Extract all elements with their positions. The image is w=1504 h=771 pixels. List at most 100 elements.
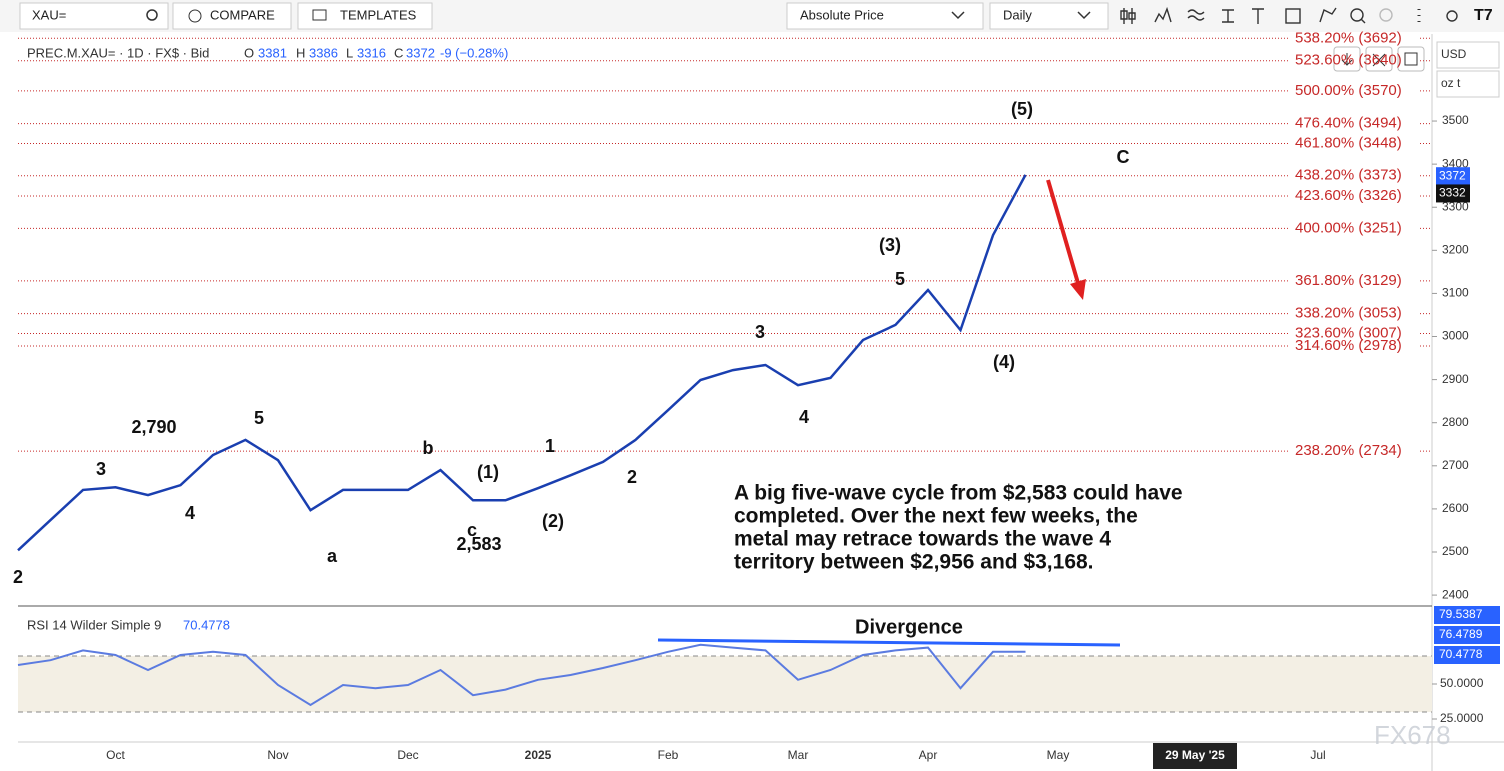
rsi-value-box <box>1434 626 1500 644</box>
y-tick-label: 2800 <box>1442 415 1469 429</box>
legend-c-label: C <box>394 45 403 60</box>
rsi-value-label: 76.4789 <box>1439 627 1483 641</box>
price-box <box>1436 167 1470 186</box>
y-tick-label: 2600 <box>1442 501 1469 515</box>
wave-label: b <box>423 438 434 458</box>
rsi-line <box>17 643 1026 707</box>
wave-label: 3 <box>755 322 765 342</box>
price-box <box>1436 184 1470 203</box>
symbol-input[interactable] <box>19 2 169 30</box>
crosshair-date-box <box>1153 743 1237 769</box>
currency: USD <box>1441 47 1467 61</box>
currency-select[interactable] <box>1436 41 1500 69</box>
wave-label: (2) <box>542 511 564 531</box>
fib-label: 400.00% (3251) <box>1295 219 1402 236</box>
commentary: A big five-wave cycle from $2,583 could … <box>734 482 1183 574</box>
x-tick-label: May <box>1047 748 1070 762</box>
symbol: XAU= <box>32 7 66 22</box>
y-tick-label: 2700 <box>1442 458 1469 472</box>
compare-button[interactable] <box>172 2 292 30</box>
wave-label: 2,790 <box>131 417 176 437</box>
wave-label: 2,583 <box>456 534 501 554</box>
y-tick-label: 3400 <box>1442 156 1469 170</box>
fib-label: 476.40% (3494) <box>1295 115 1402 132</box>
templates-label: TEMPLATES <box>340 7 417 22</box>
fib-label: 361.80% (3129) <box>1295 272 1402 289</box>
wave-label: (1) <box>477 462 499 482</box>
compare-label: COMPARE <box>210 7 275 22</box>
price-mode: Absolute Price <box>800 7 884 22</box>
wave-label: 1 <box>545 436 555 456</box>
y-tick-label: 50.0000 <box>1440 676 1484 690</box>
unit-select[interactable] <box>1436 70 1500 98</box>
x-tick-label: 2025 <box>525 748 552 762</box>
x-tick-label: Feb <box>658 748 679 762</box>
y-tick-label: 2500 <box>1442 544 1469 558</box>
legend-h: 3386 <box>309 45 338 60</box>
wave-label: 5 <box>254 408 264 428</box>
y-tick-label: 2900 <box>1442 372 1469 386</box>
rsi-legend: RSI 14 Wilder Simple 9 <box>27 617 161 632</box>
y-tick-label: 3300 <box>1442 199 1469 213</box>
x-tick-label: Jul <box>1310 748 1325 762</box>
wave-label: (4) <box>993 352 1015 372</box>
y-tick-label: 3100 <box>1442 286 1469 300</box>
price-box-label: 3372 <box>1439 168 1466 182</box>
wave-label: (5) <box>1011 99 1033 119</box>
legend-text: PREC.M.XAU= · 1D · FX$ · Bid <box>27 45 209 60</box>
wave-label: 5 <box>895 269 905 289</box>
tool-icons[interactable] <box>1120 6 1458 24</box>
rsi-value-box <box>1434 646 1500 664</box>
y-tick-label: 3500 <box>1442 113 1469 127</box>
x-tick-label: Nov <box>267 748 288 762</box>
fib-label: 523.60% (3640) <box>1295 52 1402 69</box>
y-tick-label: 3200 <box>1442 242 1469 256</box>
rsi-value-box <box>1434 606 1500 624</box>
price-mode-select[interactable] <box>786 2 984 30</box>
fib-label: 461.80% (3448) <box>1295 134 1402 151</box>
pane-buttons[interactable] <box>1333 46 1425 72</box>
wave-label: c <box>467 520 477 540</box>
fib-label: 338.20% (3053) <box>1295 305 1402 322</box>
dropdown-arrow <box>1077 11 1091 20</box>
y-tick-label: 2400 <box>1442 587 1469 601</box>
wave-label: 4 <box>799 407 809 427</box>
wave-label: 3 <box>96 459 106 479</box>
comment-line: completed. Over the next few weeks, the <box>734 505 1138 528</box>
comment-line: metal may retrace towards the wave 4 <box>734 528 1111 551</box>
price-legend: PREC.M.XAU= · 1D · FX$ · Bid O 3381 H 33… <box>27 45 508 60</box>
wave-label: C <box>1117 147 1130 167</box>
logo: T7 <box>1474 7 1493 24</box>
crosshair-date: 29 May '25 <box>1165 748 1225 762</box>
comment-line: territory between $2,956 and $3,168. <box>734 551 1094 574</box>
divergence-line <box>657 638 1121 647</box>
wave-label: (3) <box>879 235 901 255</box>
x-tick-label: Mar <box>788 748 809 762</box>
y-tick-label: 3000 <box>1442 329 1469 343</box>
dropdown-arrow <box>951 11 965 20</box>
rsi-value-label: 79.5387 <box>1439 607 1483 621</box>
fib-label: 500.00% (3570) <box>1295 82 1402 99</box>
search-icon[interactable] <box>146 9 158 21</box>
interval: Daily <box>1003 7 1032 22</box>
legend-c: 3372 <box>406 45 435 60</box>
templates-button[interactable] <box>297 2 433 30</box>
wave-label: 2 <box>13 567 23 587</box>
fib-label: 438.20% (3373) <box>1295 167 1402 184</box>
fib-label: 538.20% (3692) <box>1295 29 1402 46</box>
interval-select[interactable] <box>989 2 1109 30</box>
legend-o-label: O <box>244 45 254 60</box>
forecast-arrow <box>1046 179 1082 291</box>
fib-label: 238.20% (2734) <box>1295 442 1402 459</box>
templates-icon <box>312 9 327 21</box>
watermark: FX678 <box>1374 720 1451 750</box>
fib-label: 423.60% (3326) <box>1295 187 1402 204</box>
price-box-label: 3332 <box>1439 186 1466 200</box>
wave-label: a <box>327 546 338 566</box>
fib-label: 323.60% (3007) <box>1295 324 1402 341</box>
price-line <box>17 174 1027 552</box>
x-tick-label: Dec <box>397 748 418 762</box>
y-tick-label: 25.0000 <box>1440 711 1484 725</box>
